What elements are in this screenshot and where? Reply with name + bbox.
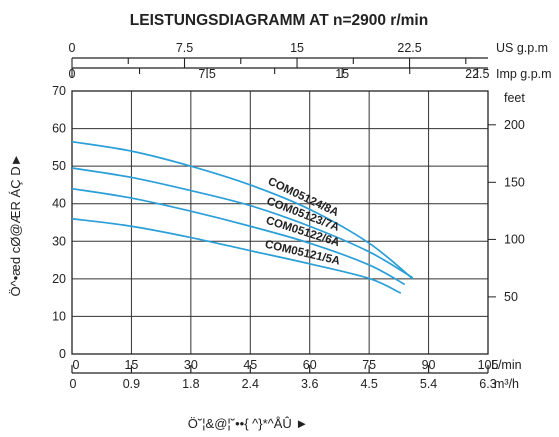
top-axis-us-tick-label: 22.5 (397, 41, 421, 55)
top-axis-us-unit: US g.p.m (496, 41, 548, 55)
y-tick-label: 70 (52, 84, 66, 98)
top-axis-imp-tick-label: 0 (69, 67, 76, 81)
top-axis-imp-tick-label: 15 (335, 67, 349, 81)
curve-labels: COM05124/8ACOM05123/7ACOM05122/6ACOM0512… (264, 176, 341, 268)
x-secondary-tick-label: 2.4 (242, 377, 259, 391)
x-unit-label: L/min (491, 358, 522, 372)
top-axis-us-tick-label: 15 (290, 41, 304, 55)
chart-title: LEISTUNGSDIAGRAMM AT n=2900 r/min (130, 12, 428, 29)
curve-com05121-5a (71, 217, 402, 294)
x-axis-title: Ö˘¦&@¦˘••{ ^}*^ÅÛ ► (188, 416, 309, 431)
y-tick-label: 30 (52, 234, 66, 248)
y-tick-label: 20 (52, 272, 66, 286)
x-secondary-tick-label: 1.8 (182, 377, 199, 391)
y-right-tick-label: 50 (504, 290, 518, 304)
right-axis: feet 50 100 150 200 (488, 91, 525, 304)
top-axis-imp-tick-label: 7.5 (198, 67, 215, 81)
x-secondary-tick-label: 4.5 (360, 377, 377, 391)
y-right-tick-label: 150 (504, 175, 525, 189)
top-axis-us-tick-label: 0 (69, 41, 76, 55)
top-axis-us-tick-label: 7.5 (176, 41, 193, 55)
y-tick-label: 60 (52, 122, 66, 136)
curve-com05124-8a (71, 140, 414, 280)
curve-com05123-7a (71, 167, 414, 279)
x-secondary-tick-label: 0.9 (123, 377, 140, 391)
y-right-unit: feet (504, 91, 525, 105)
grid (71, 90, 489, 355)
top-axis-imp-unit: Imp g.p.m (496, 67, 552, 81)
plot-frame (71, 90, 489, 355)
top-axis-imp-tick-label: 22.5 (465, 67, 489, 81)
y-right-tick-label: 100 (504, 232, 525, 246)
x-secondary-tick-label: 6.3 (479, 377, 496, 391)
y-tick-label: 10 (52, 309, 66, 323)
x-secondary-unit: m³/h (494, 377, 519, 391)
x-tick-label: 0 (73, 358, 80, 372)
left-axis: 0 10 20 30 40 50 60 70 (52, 84, 66, 361)
x-secondary-tick-label: 5.4 (420, 377, 437, 391)
top-axes: 0 7.5 15 22.5 US g.p.m 0 7.5 15 22.5 Imp g.p.m (69, 41, 552, 81)
y-right-tick-label: 200 (504, 118, 525, 132)
y-tick-label: 50 (52, 159, 66, 173)
y-tick-label: 0 (59, 347, 66, 361)
x-secondary-tick-label: 3.6 (301, 377, 318, 391)
x-secondary-tick-label: 0 (70, 377, 77, 391)
curve-com05122-6a (71, 187, 406, 286)
y-axis-title: Ö^•æd cØ@ÆR ÁÇ D► (8, 154, 23, 297)
y-tick-label: 40 (52, 197, 66, 211)
pump-curves (71, 140, 414, 294)
